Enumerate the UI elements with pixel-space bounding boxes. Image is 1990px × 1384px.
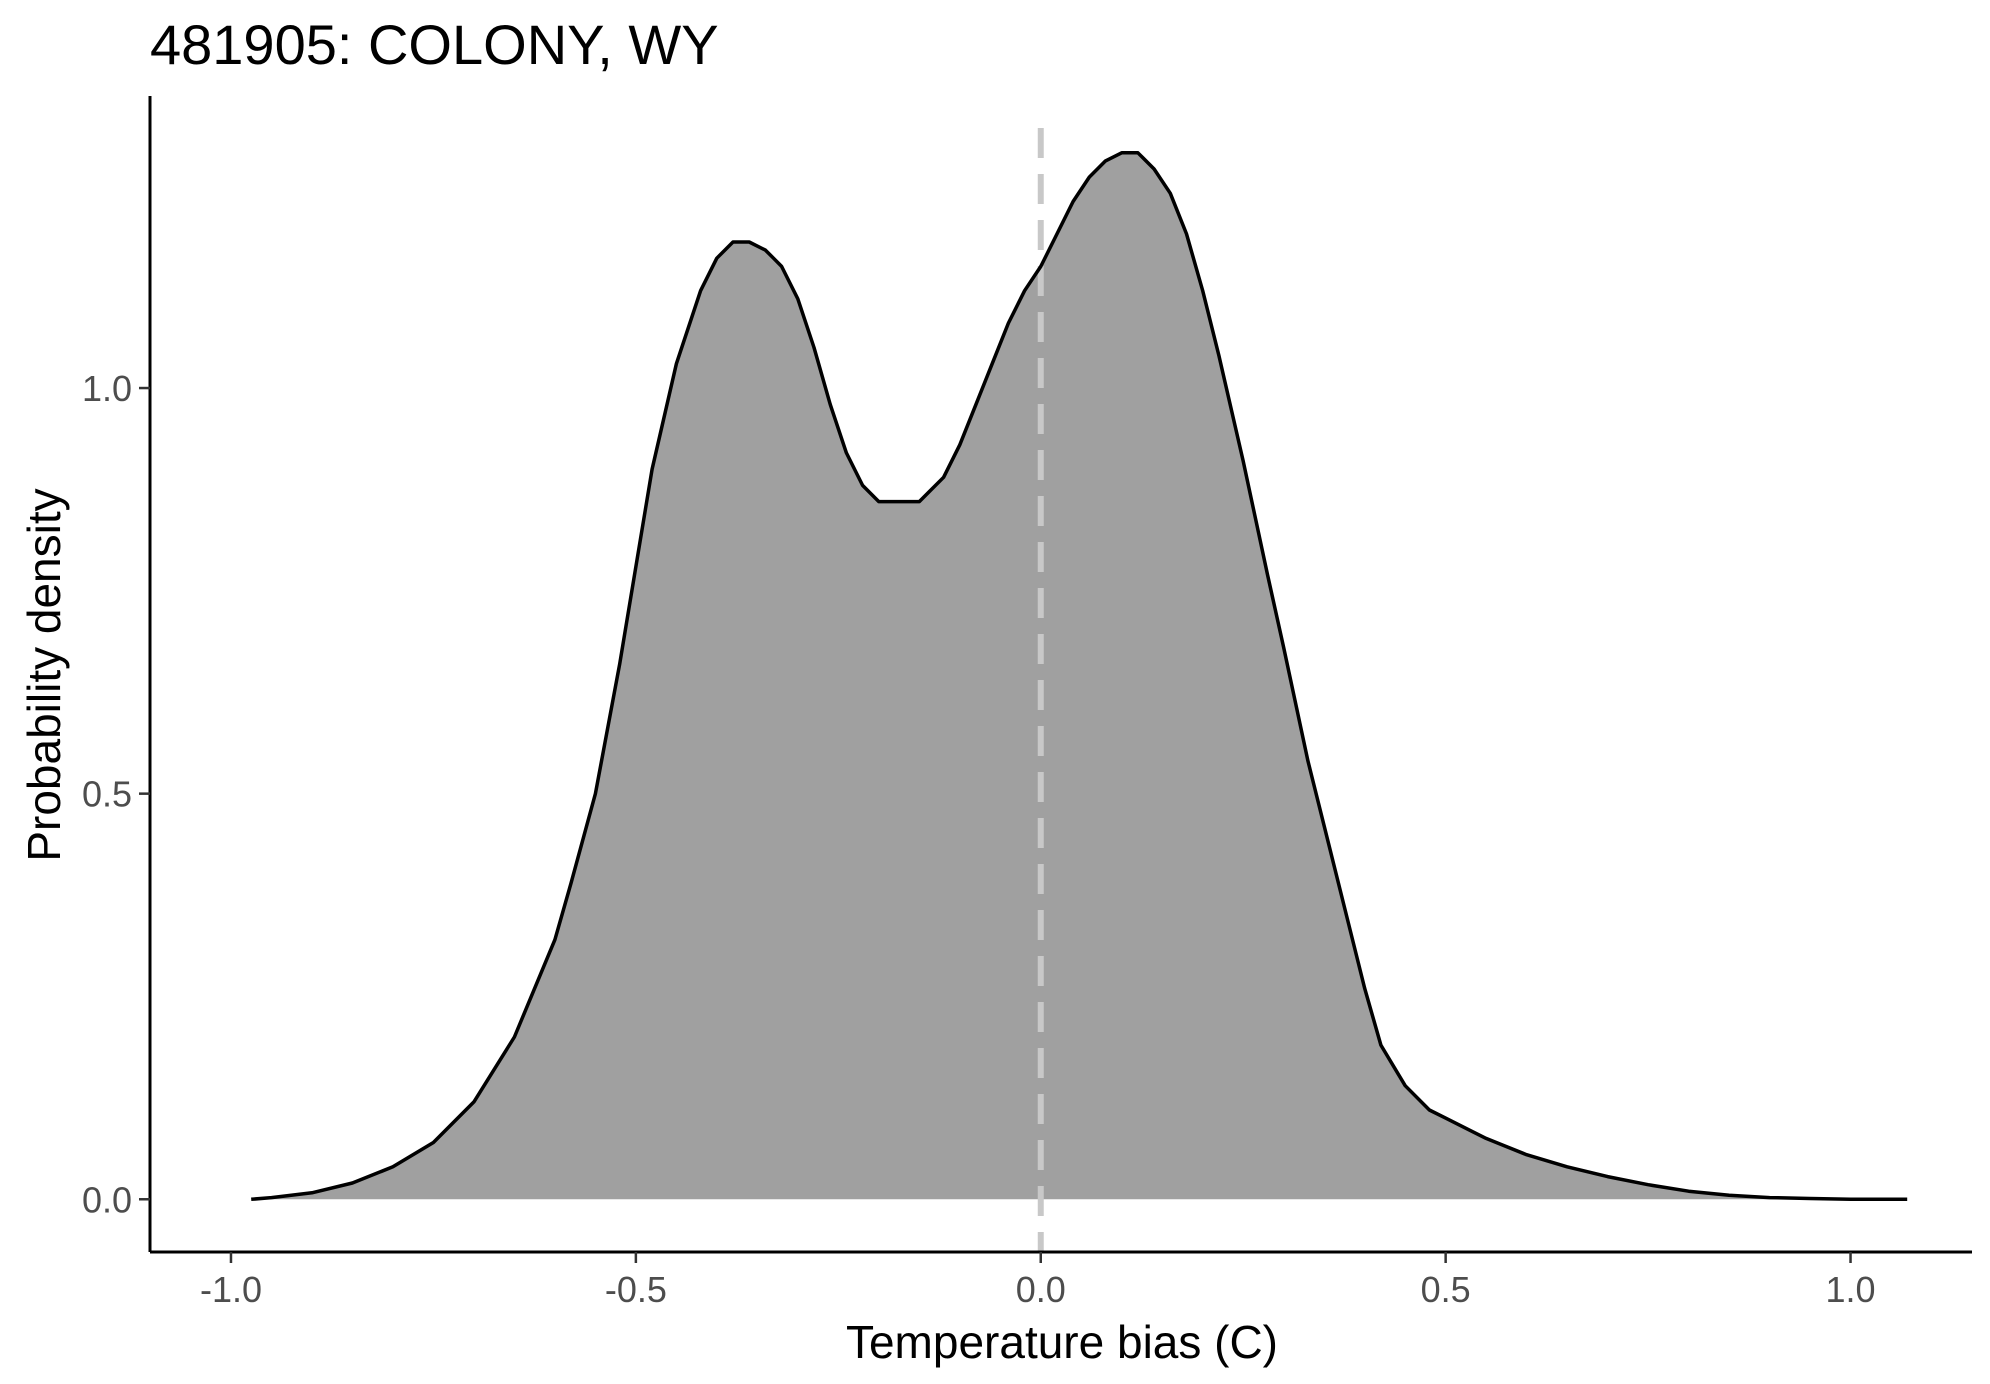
y-tick-label: 0.0 [82,1179,132,1220]
x-tick-label: 0.5 [1421,1269,1471,1310]
density-area [251,152,1908,1200]
x-tick-label: -1.0 [200,1269,262,1310]
plot-area [251,128,1908,1252]
y-tick-label: 0.5 [82,774,132,815]
y-tick-label: 1.0 [82,368,132,409]
x-axis-ticks: -1.0 -0.5 0.0 0.5 1.0 [200,1252,1876,1310]
x-tick-label: 1.0 [1826,1269,1876,1310]
density-curve [251,151,1908,1202]
x-tick-label: -0.5 [605,1269,667,1310]
x-axis-title: Temperature bias (C) [846,1316,1278,1368]
y-axis-title: Probability density [18,488,70,861]
y-axis-ticks: 0.0 0.5 1.0 [82,368,150,1220]
x-tick-label: 0.0 [1016,1269,1066,1310]
chart-title: 481905: COLONY, WY [150,13,719,76]
